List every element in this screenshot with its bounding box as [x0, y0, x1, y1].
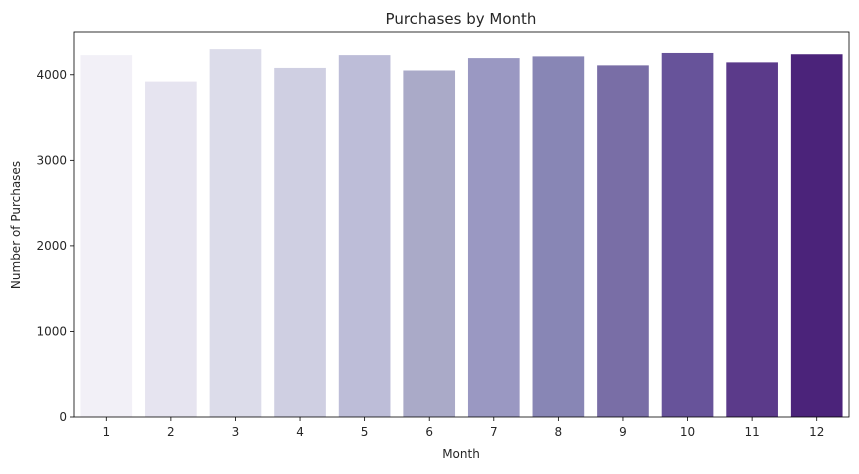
y-tick-label: 0	[59, 410, 67, 424]
bar-month-10	[661, 52, 714, 417]
x-axis-ticks: 1 2 3 4 5 6 7 8 9 10 11 12	[102, 417, 824, 439]
x-tick-label: 1	[102, 425, 110, 439]
bars-group	[80, 49, 843, 418]
x-tick-label: 10	[680, 425, 695, 439]
x-tick-label: 3	[232, 425, 240, 439]
x-tick-label: 6	[425, 425, 433, 439]
bar-month-1	[80, 55, 133, 417]
y-tick-label: 4000	[36, 68, 67, 82]
x-axis-label: Month	[442, 447, 480, 461]
x-tick-label: 7	[490, 425, 498, 439]
bar-month-5	[338, 55, 391, 417]
bar-month-11	[726, 62, 778, 417]
bar-month-8	[532, 56, 585, 418]
bar-month-4	[274, 67, 326, 417]
y-tick-label: 1000	[36, 324, 67, 338]
bar-month-2	[145, 81, 197, 417]
chart-title: Purchases by Month	[386, 10, 537, 28]
y-axis-label: Number of Purchases	[9, 161, 23, 289]
plot-frame	[73, 31, 850, 418]
x-tick-label: 11	[744, 425, 759, 439]
x-tick-label: 4	[296, 425, 304, 439]
y-tick-label: 3000	[36, 153, 67, 167]
bar-month-6	[403, 70, 456, 417]
bar-month-9	[597, 65, 649, 417]
x-tick-label: 12	[809, 425, 824, 439]
y-axis-ticks: 0 1000 2000 3000 4000	[36, 68, 74, 424]
bar-month-12	[790, 54, 843, 417]
bar-month-7	[467, 58, 520, 417]
x-tick-label: 8	[555, 425, 563, 439]
x-tick-label: 9	[619, 425, 627, 439]
bar-month-3	[209, 49, 262, 417]
x-tick-label: 5	[361, 425, 369, 439]
x-tick-label: 2	[167, 425, 175, 439]
y-tick-label: 2000	[36, 239, 67, 253]
